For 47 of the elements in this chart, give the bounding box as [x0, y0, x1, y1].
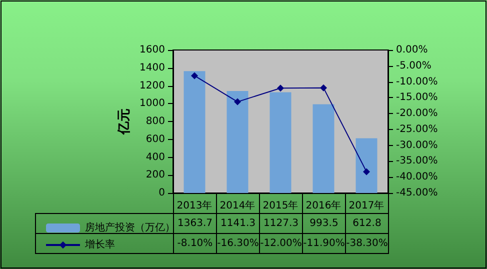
data-label: -8.10%	[173, 233, 217, 254]
data-label: 612.8	[345, 213, 389, 234]
y-tick-label: 1000	[140, 98, 165, 110]
x-tick-label: 2014年	[220, 200, 256, 212]
x-tick-label: 2017年	[348, 200, 384, 212]
bar	[226, 90, 248, 193]
x-tick-label: 2015年	[262, 200, 298, 212]
point	[234, 98, 241, 106]
data-label: 993.5	[302, 213, 346, 234]
y-tick-label: 1600	[140, 44, 165, 56]
y-tick-label: 0	[158, 188, 165, 198]
legend-label: 增长率	[84, 238, 115, 250]
y2-tick-label: -5.00%	[396, 60, 432, 72]
y-axis-title: 亿元	[117, 108, 132, 136]
data-label: -11.90%	[302, 233, 346, 254]
data-label: 1127.3	[259, 213, 303, 234]
legend-label: 房地产投资（万亿）	[85, 222, 175, 234]
y2-tick-label: -25.00%	[396, 124, 438, 135]
y2-tick-label: -30.00%	[396, 140, 438, 151]
bar	[356, 138, 378, 193]
y-tick-label: 800	[146, 116, 165, 127]
point	[320, 84, 327, 92]
y-tick-label: 400	[146, 152, 165, 163]
bar	[312, 104, 334, 193]
x-tick-label: 2016年	[306, 200, 342, 212]
data-label: 1363.7	[178, 218, 212, 229]
y2-tick-label: -15.00%	[396, 92, 438, 104]
data-label: 1141.3	[216, 213, 260, 234]
y2-tick-label: -45.00%	[396, 188, 438, 198]
data-label: -38.30%	[345, 233, 389, 254]
x-tick-label: 2013年	[176, 200, 212, 212]
data-label: -12.00%	[259, 233, 303, 254]
y2-tick-label: -40.00%	[396, 172, 438, 183]
y-tick-label: 200	[146, 170, 165, 181]
y-tick-label: 600	[146, 134, 165, 145]
y2-tick-label: -20.00%	[396, 108, 438, 120]
y-tick-label: 1400	[140, 62, 165, 74]
y-tick-label: 1200	[140, 80, 165, 92]
y2-tick-label: -10.00%	[396, 76, 438, 88]
y2-tick-label: -35.00%	[396, 156, 438, 167]
y2-tick-label: 0.00%	[396, 44, 428, 56]
bar	[270, 92, 292, 193]
data-label: -16.30%	[216, 233, 260, 254]
point	[191, 72, 198, 80]
bar	[184, 71, 206, 193]
point	[363, 168, 370, 176]
point	[277, 84, 284, 92]
